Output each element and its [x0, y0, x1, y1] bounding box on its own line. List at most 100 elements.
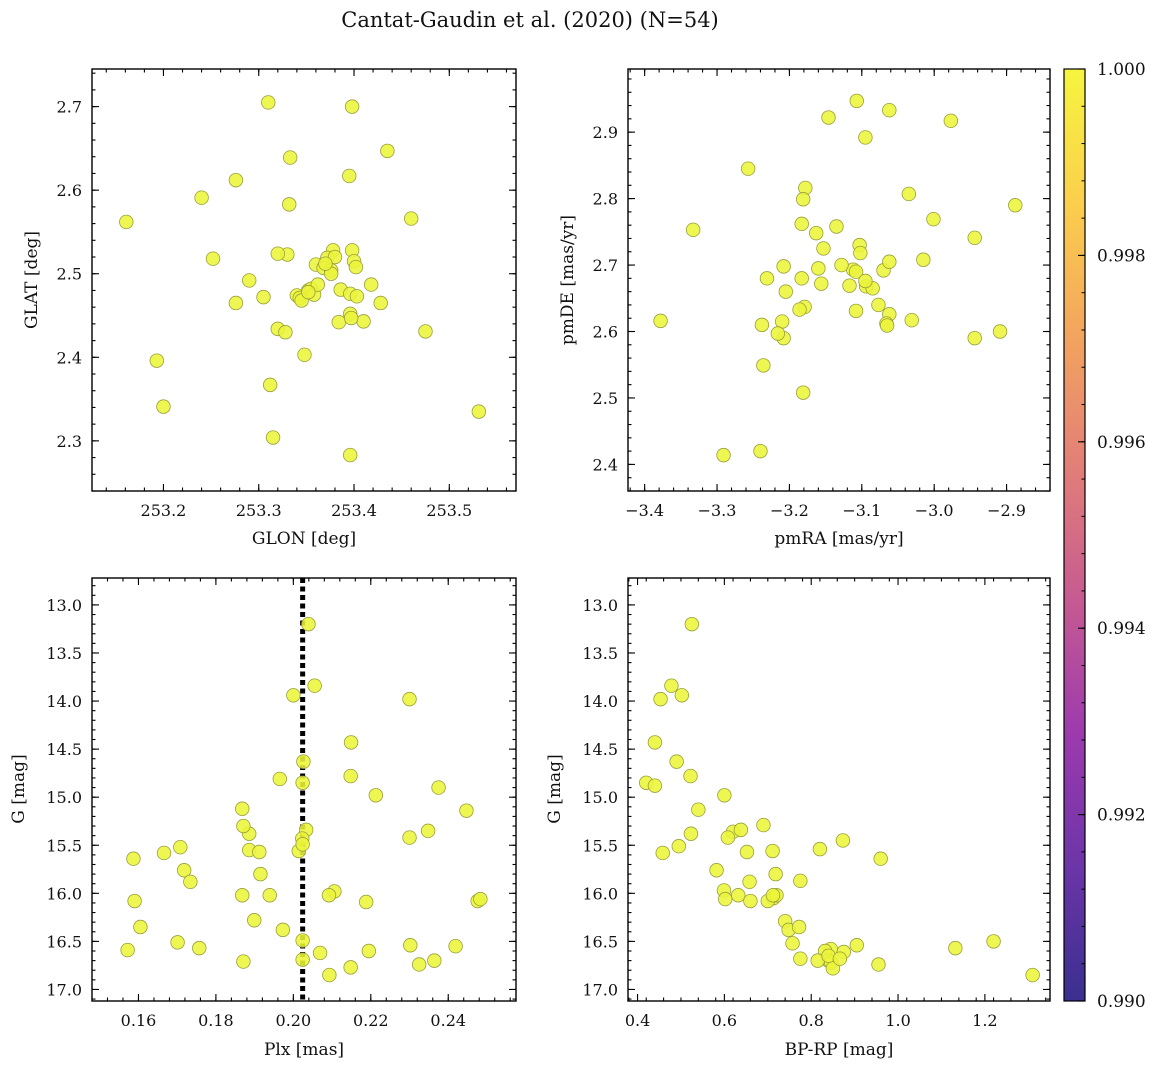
- scatter-point: [873, 851, 888, 866]
- y-tick-label: 15.0: [582, 788, 618, 807]
- axis-ticks: −3.4 −3.3 −3.2 −3.1 −3.0 −2.9 2.4 2.5 2.6 2.7 2.8 2…: [593, 69, 1051, 520]
- x-tick-label: 253.2: [141, 501, 187, 520]
- scatter-point: [343, 735, 359, 750]
- axis-ticks: 0.4 0.6 0.8 1.0 1.2 13.0 13.5 14.0 14.5 15.0 15.5 1…: [582, 578, 1050, 1030]
- scatter-point: [778, 284, 793, 299]
- scatter-panel-glon-glat: 253.2 253.3 253.4 253.5 2.3 2.4 2.5 2.6 2.7 GLON…: [22, 68, 517, 549]
- y-tick-label: 13.0: [46, 596, 82, 615]
- scatter-point: [473, 891, 488, 907]
- y-tick-label: 14.5: [46, 740, 82, 759]
- x-tick-label: 1.0: [885, 1011, 910, 1030]
- scatter-point: [669, 754, 684, 769]
- scatter-point: [265, 430, 281, 445]
- scatter-point: [858, 130, 873, 145]
- colorbar-ticks: 1.000 0.998 0.996 0.994 0.992 0.990: [1078, 60, 1146, 1012]
- colorbar-tick-label: 0.998: [1097, 246, 1146, 266]
- scatter-point: [768, 866, 783, 882]
- scatter-point: [295, 952, 310, 967]
- scatter-point: [344, 99, 360, 114]
- scatter-point: [795, 192, 811, 207]
- x-tick-label: −3.4: [625, 501, 664, 520]
- scatter-point: [343, 447, 358, 463]
- scatter-point: [871, 297, 886, 313]
- scatter-point: [349, 289, 365, 304]
- x-tick-label: 0.6: [712, 1011, 737, 1030]
- scatter-point: [205, 251, 221, 266]
- y-tick-label: 2.8: [593, 190, 618, 209]
- colorbar-fill: [1064, 69, 1085, 1001]
- figure-title: Cantat-Gaudin et al. (2020) (N=54): [341, 8, 719, 32]
- y-tick-label: 2.7: [57, 98, 82, 117]
- axis-ticks: 0.16 0.18 0.20 0.22 0.24 13.0 13.5 14.0 14.5 15.0…: [46, 578, 516, 1030]
- scatter-point: [361, 943, 377, 959]
- scatter-point: [791, 919, 807, 935]
- y-axis-label: G [mag]: [9, 754, 29, 823]
- scatter-point: [756, 358, 771, 373]
- scatter-point: [733, 822, 749, 838]
- scatter-point: [272, 771, 287, 787]
- scatter-point: [256, 289, 271, 305]
- scatter-point: [133, 919, 148, 935]
- scatter-point: [683, 826, 699, 841]
- scatter-point: [943, 113, 959, 129]
- scatter-points: [119, 95, 487, 463]
- scatter-point: [743, 893, 758, 909]
- scatter-point: [759, 271, 775, 286]
- scatter-point: [948, 940, 963, 956]
- scatter-point: [343, 310, 359, 326]
- colorbar-tick-label: 1.000: [1097, 60, 1146, 80]
- scatter-panel-plx-g: 0.16 0.18 0.20 0.22 0.24 13.0 13.5 14.0 14.5 15.0…: [9, 577, 517, 1060]
- x-tick-label: 253.4: [331, 501, 377, 520]
- scatter-point: [848, 264, 864, 279]
- x-tick-label: 0.16: [121, 1011, 157, 1030]
- plot-frame: [91, 68, 517, 492]
- scatter-point: [235, 888, 250, 903]
- scatter-point: [262, 377, 278, 393]
- scatter-point: [664, 678, 679, 693]
- plot-frame: [627, 577, 1051, 1002]
- y-tick-label: 13.0: [582, 596, 618, 615]
- y-tick-label: 2.6: [593, 323, 618, 342]
- scatter-point: [356, 314, 371, 329]
- x-tick-label: 0.4: [625, 1011, 650, 1030]
- scatter-point: [916, 252, 931, 267]
- scatter-point: [785, 936, 800, 951]
- scatter-point: [829, 219, 844, 234]
- scatter-point: [858, 273, 873, 289]
- x-axis-label: pmRA [mas/yr]: [774, 529, 903, 549]
- scatter-point: [814, 276, 829, 291]
- scatter-points: [653, 93, 1023, 463]
- scatter-point: [286, 688, 301, 703]
- scatter-point: [882, 103, 897, 118]
- y-axis-label: G [mag]: [545, 754, 565, 823]
- y-tick-label: 2.6: [57, 181, 82, 200]
- scatter-point: [904, 313, 919, 328]
- scatter-point: [380, 143, 395, 159]
- y-tick-label: 2.5: [57, 265, 82, 284]
- scatter-point: [765, 843, 780, 859]
- scatter-point: [149, 353, 164, 368]
- x-tick-label: −3.2: [770, 501, 809, 520]
- y-tick-label: 2.3: [57, 432, 82, 451]
- scatter-point: [774, 314, 790, 329]
- scatter-point: [811, 261, 826, 276]
- colorbar: 1.000 0.998 0.996 0.994 0.992 0.990: [1063, 60, 1146, 1012]
- scatter-point: [718, 891, 733, 907]
- scatter-point: [119, 214, 134, 230]
- scatter-point: [653, 691, 668, 707]
- scatter-point: [647, 778, 663, 793]
- scatter-point: [301, 616, 316, 632]
- scatter-panel-pmra-pmde: −3.4 −3.3 −3.2 −3.1 −3.0 −2.9 2.4 2.5 2.6 2.7 2.8 2…: [558, 68, 1051, 549]
- scatter-point: [236, 954, 251, 969]
- scatter-point: [170, 935, 185, 950]
- y-axis-label: pmDE [mas/yr]: [558, 215, 578, 345]
- scatter-point: [342, 168, 357, 184]
- x-tick-label: 0.24: [430, 1011, 466, 1030]
- scatter-point: [740, 161, 756, 176]
- scatter-point: [310, 277, 326, 292]
- scatter-point: [849, 938, 865, 953]
- scatter-point: [720, 830, 736, 845]
- scatter-point: [242, 273, 257, 288]
- scatter-point: [282, 197, 297, 212]
